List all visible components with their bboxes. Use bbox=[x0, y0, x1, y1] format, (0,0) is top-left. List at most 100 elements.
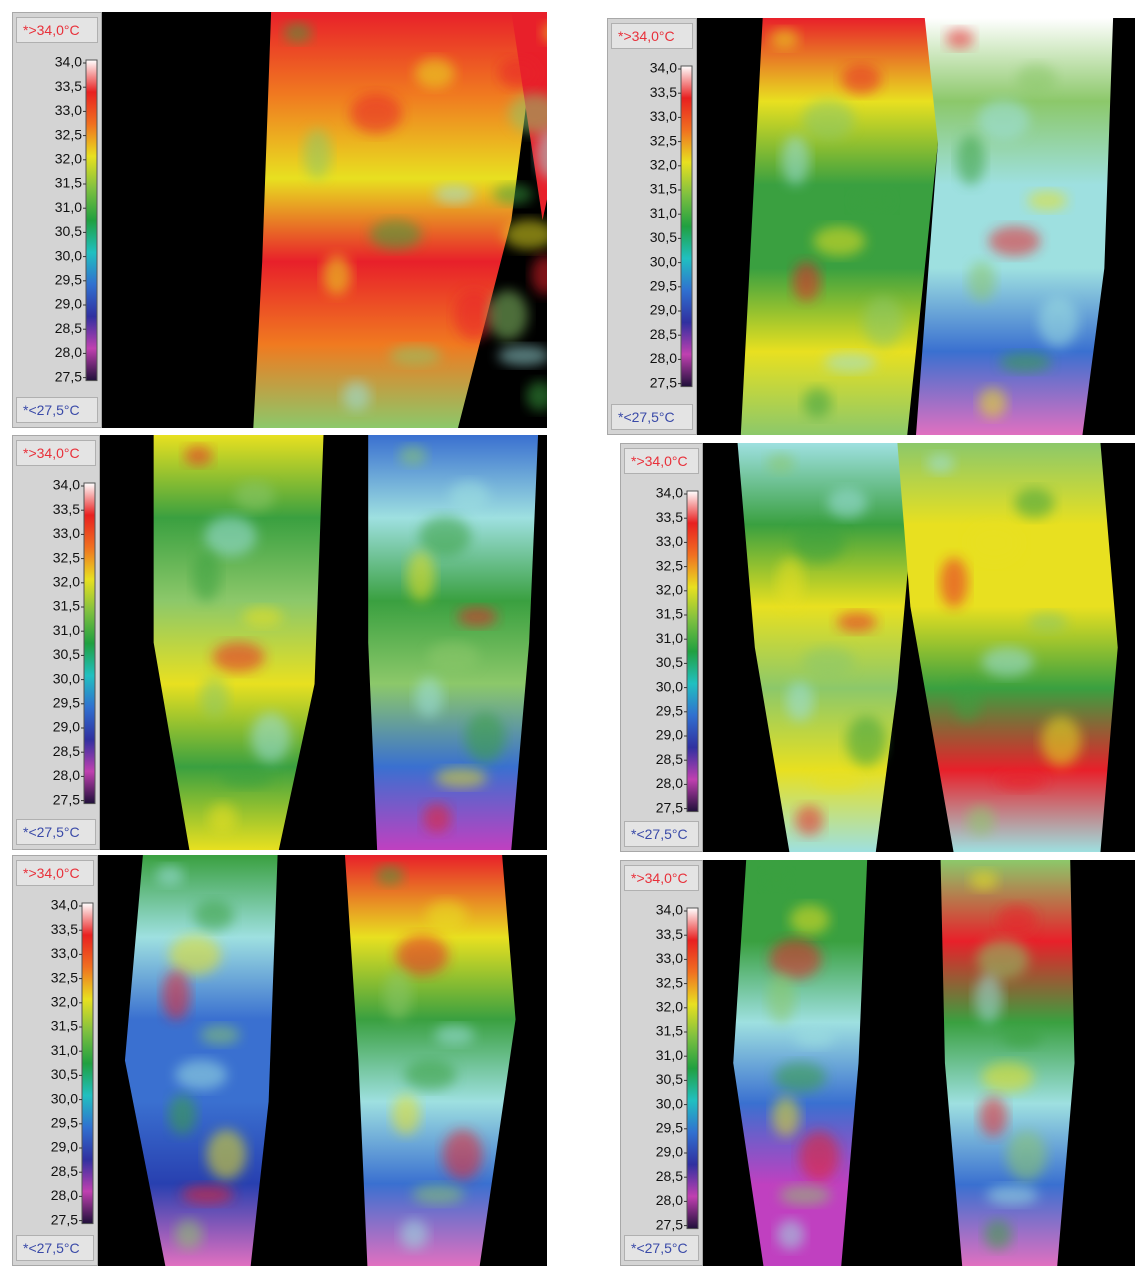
scale-tick-label: 30,0 bbox=[656, 1095, 683, 1111]
scale-tick-label: 30,0 bbox=[55, 247, 82, 263]
scale-tick-label: 33,5 bbox=[55, 78, 82, 94]
thermal-image bbox=[98, 855, 547, 1266]
scale-tick-label: 34,0 bbox=[656, 902, 683, 918]
scale-tick-label: 29,0 bbox=[656, 1144, 683, 1160]
scale-tick-label: 28,5 bbox=[53, 743, 80, 759]
heat-blob bbox=[1038, 297, 1078, 347]
heat-blob bbox=[927, 453, 955, 473]
thermal-panel: *>34,0°C*<27,5°C34,033,533,032,532,031,5… bbox=[607, 18, 1135, 435]
heat-blob bbox=[841, 64, 881, 94]
scale-tick-label: 27,5 bbox=[656, 1216, 683, 1232]
heat-blob bbox=[863, 297, 903, 347]
scale-tick-label: 33,5 bbox=[656, 926, 683, 942]
scale-tick-label: 33,0 bbox=[51, 945, 78, 961]
scale-tick-label: 31,5 bbox=[656, 606, 683, 622]
color-scale: 34,033,533,032,532,031,531,030,530,029,5… bbox=[621, 444, 702, 851]
scale-tick-label: 28,0 bbox=[51, 1187, 78, 1203]
scale-tick-label: 31,0 bbox=[650, 205, 677, 221]
page: *>34,0°C*<27,5°C34,033,533,032,532,031,5… bbox=[0, 0, 1135, 1266]
scale-tick-label: 30,0 bbox=[53, 670, 80, 686]
heat-blob bbox=[777, 1220, 805, 1250]
heat-blob bbox=[162, 970, 190, 1020]
thermal-image bbox=[100, 435, 547, 850]
heat-blob bbox=[488, 290, 528, 340]
scale-bar bbox=[687, 908, 698, 1229]
scale-tick-label: 27,5 bbox=[55, 368, 82, 384]
heat-blob bbox=[984, 1220, 1012, 1250]
color-scale: 34,033,533,032,532,031,531,030,530,029,5… bbox=[13, 856, 97, 1265]
scale-tick-label: 32,0 bbox=[656, 999, 683, 1015]
heat-blob bbox=[499, 58, 539, 88]
heat-blob bbox=[169, 935, 221, 975]
scale-tick-label: 32,0 bbox=[51, 994, 78, 1010]
heat-blob bbox=[426, 900, 466, 930]
heat-blob bbox=[194, 900, 234, 930]
heat-blob bbox=[975, 973, 1003, 1023]
scale-bar bbox=[82, 903, 93, 1224]
scale-tick-label: 34,0 bbox=[53, 477, 80, 493]
scale-tick-label: 29,5 bbox=[53, 695, 80, 711]
scale-tick-label: 31,5 bbox=[53, 598, 80, 614]
scale-tick-label: 32,0 bbox=[53, 574, 80, 590]
scale-tick-label: 32,5 bbox=[51, 969, 78, 985]
heat-blob bbox=[200, 1025, 240, 1045]
thermal-panel: *>34,0°C*<27,5°C34,033,533,032,532,031,5… bbox=[620, 443, 1135, 852]
heat-blob bbox=[1002, 1028, 1042, 1048]
heat-blob bbox=[407, 552, 435, 602]
heat-blob bbox=[213, 642, 265, 672]
heat-blob bbox=[449, 481, 489, 511]
heat-blob bbox=[323, 255, 351, 295]
scale-tick-label: 29,5 bbox=[55, 272, 82, 288]
scale-bar bbox=[681, 66, 692, 387]
heat-blob bbox=[399, 446, 427, 466]
heat-blob bbox=[384, 970, 412, 1020]
heat-blob bbox=[175, 1219, 203, 1249]
scale-tick-label: 33,0 bbox=[650, 108, 677, 124]
scale-tick-label: 27,5 bbox=[656, 799, 683, 815]
heat-blob bbox=[443, 1130, 483, 1180]
scale-tick-label: 34,0 bbox=[51, 897, 78, 913]
heat-blob bbox=[968, 262, 996, 302]
heat-blob bbox=[977, 939, 1029, 979]
color-scale: 34,033,533,032,532,031,531,030,530,029,5… bbox=[13, 436, 99, 849]
heat-blob bbox=[465, 713, 505, 763]
heat-blob bbox=[846, 716, 886, 766]
heat-blob bbox=[802, 647, 854, 677]
scale-tick-label: 28,0 bbox=[656, 775, 683, 791]
thermal-panel: *>34,0°C*<27,5°C34,033,533,032,532,031,5… bbox=[12, 855, 547, 1266]
heat-blob bbox=[953, 681, 981, 721]
scale-tick-label: 32,0 bbox=[656, 582, 683, 598]
scale-tick-label: 28,5 bbox=[51, 1163, 78, 1179]
scale-tick-label: 29,0 bbox=[650, 302, 677, 318]
scale-tick-label: 33,0 bbox=[55, 102, 82, 118]
heat-blob bbox=[803, 388, 831, 418]
heat-blob bbox=[192, 552, 220, 602]
heat-blob bbox=[205, 516, 257, 556]
scale-tick-label: 33,5 bbox=[51, 921, 78, 937]
heat-blob bbox=[415, 677, 443, 717]
heat-blob bbox=[435, 1025, 475, 1045]
scale-tick-label: 34,0 bbox=[656, 485, 683, 501]
heat-blob bbox=[978, 100, 1030, 140]
heat-blob bbox=[350, 94, 402, 134]
scale-tick-label: 32,5 bbox=[53, 549, 80, 565]
heat-blob bbox=[771, 29, 799, 49]
heat-blob bbox=[957, 135, 985, 185]
heat-blob bbox=[1041, 716, 1081, 766]
heat-blob bbox=[794, 1028, 834, 1048]
heat-blob bbox=[206, 1130, 246, 1180]
heat-blob bbox=[813, 226, 865, 256]
scale-tick-label: 31,5 bbox=[650, 181, 677, 197]
heat-blob bbox=[168, 1095, 196, 1135]
heat-blob bbox=[435, 768, 487, 788]
heat-blob bbox=[400, 1219, 428, 1249]
scale-tick-label: 34,0 bbox=[55, 54, 82, 70]
scale-tick-label: 31,0 bbox=[656, 1047, 683, 1063]
heat-blob bbox=[946, 29, 974, 49]
heat-blob bbox=[970, 870, 998, 890]
scale-tick-label: 28,0 bbox=[55, 344, 82, 360]
heat-blob bbox=[419, 516, 471, 556]
heat-blob bbox=[184, 446, 212, 466]
